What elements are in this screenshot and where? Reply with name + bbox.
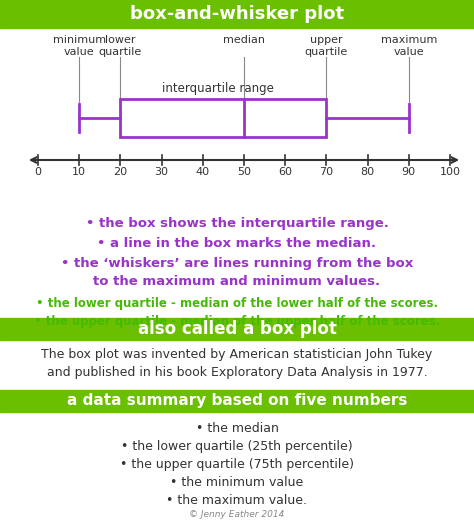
- Text: box-and-whisker plot: box-and-whisker plot: [130, 5, 344, 23]
- Text: 100: 100: [439, 167, 461, 177]
- Bar: [0, 390, 474, 412]
- Text: upper
quartile: upper quartile: [305, 35, 348, 57]
- Text: interquartile range: interquartile range: [163, 82, 274, 95]
- Text: median: median: [223, 35, 265, 45]
- Text: • the maximum value.: • the maximum value.: [166, 494, 308, 507]
- Text: also called a box plot: also called a box plot: [137, 320, 337, 338]
- Text: and published in his book Exploratory Data Analysis in 1977.: and published in his book Exploratory Da…: [46, 366, 428, 379]
- Text: 20: 20: [113, 167, 128, 177]
- Text: • the box shows the interquartile range.: • the box shows the interquartile range.: [86, 217, 388, 230]
- Text: The box plot was invented by American statistician John Tukey: The box plot was invented by American st…: [41, 348, 433, 361]
- Text: 50: 50: [237, 167, 251, 177]
- Text: • the upper quartile - median of the upper half of the scores.: • the upper quartile - median of the upp…: [34, 315, 440, 328]
- Text: • the lower quartile (25th percentile): • the lower quartile (25th percentile): [121, 440, 353, 453]
- Text: 10: 10: [72, 167, 86, 177]
- Text: 80: 80: [361, 167, 374, 177]
- Text: a data summary based on five numbers: a data summary based on five numbers: [67, 394, 407, 408]
- Text: lower
quartile: lower quartile: [99, 35, 142, 57]
- Text: maximum
value: maximum value: [381, 35, 437, 57]
- Text: • the upper quartile (75th percentile): • the upper quartile (75th percentile): [120, 458, 354, 471]
- Text: 90: 90: [402, 167, 416, 177]
- Text: • the lower quartile - median of the lower half of the scores.: • the lower quartile - median of the low…: [36, 297, 438, 310]
- Text: • the minimum value: • the minimum value: [170, 476, 304, 489]
- Text: • the median: • the median: [196, 422, 278, 435]
- Text: 0: 0: [35, 167, 42, 177]
- Text: 40: 40: [196, 167, 210, 177]
- Bar: [0, 0, 474, 28]
- Text: © Jenny Eather 2014: © Jenny Eather 2014: [189, 510, 285, 519]
- Bar: [0, 318, 474, 340]
- Text: • the ‘whiskers’ are lines running from the box: • the ‘whiskers’ are lines running from …: [61, 257, 413, 270]
- Text: to the maximum and minimum values.: to the maximum and minimum values.: [93, 275, 381, 288]
- Text: 60: 60: [278, 167, 292, 177]
- Text: 70: 70: [319, 167, 334, 177]
- Text: minimum
value: minimum value: [53, 35, 106, 57]
- Bar: [120, 99, 327, 137]
- Text: • a line in the box marks the median.: • a line in the box marks the median.: [98, 237, 376, 250]
- Text: 30: 30: [155, 167, 169, 177]
